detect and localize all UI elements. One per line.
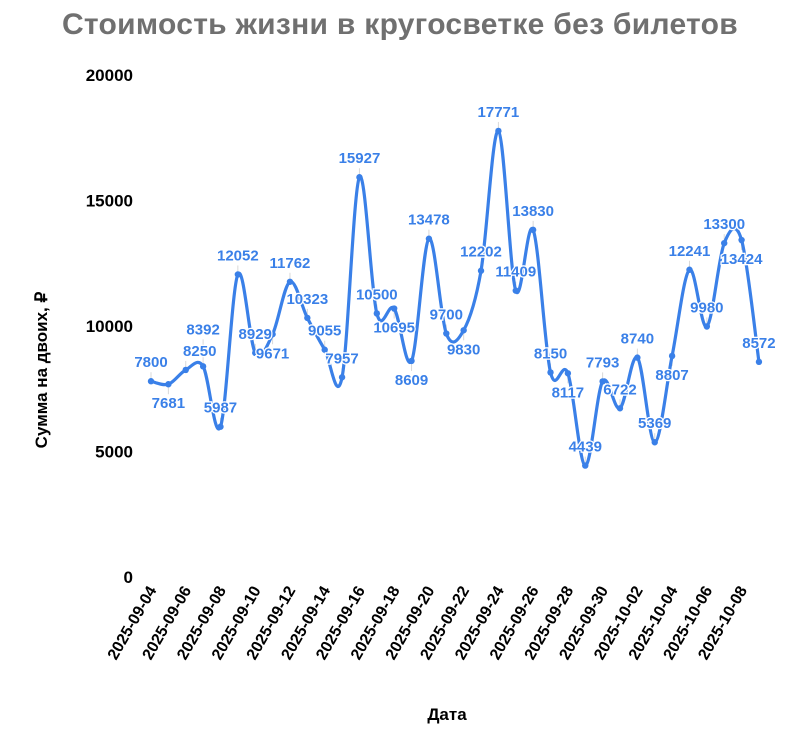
- data-point: [738, 236, 745, 244]
- data-point: [217, 423, 224, 430]
- y-tick-label: 0: [124, 568, 133, 587]
- data-label: 5369: [638, 415, 671, 432]
- data-point: [338, 374, 346, 381]
- data-label: 12202: [460, 244, 502, 261]
- data-label: 9830: [447, 341, 480, 358]
- data-label: 7800: [134, 354, 167, 371]
- data-label: 8572: [742, 335, 775, 352]
- data-label: 8117: [552, 384, 585, 401]
- data-label: 13424: [721, 251, 763, 268]
- data-point: [755, 358, 763, 366]
- data-label: 6722: [603, 381, 636, 398]
- y-tick-label: 15000: [86, 192, 133, 211]
- data-point: [199, 363, 207, 370]
- data-label: 8740: [621, 331, 654, 348]
- data-label: 13478: [408, 212, 450, 229]
- data-label: 12241: [669, 243, 711, 260]
- y-tick-label: 5000: [95, 443, 133, 462]
- y-tick-label: 20000: [86, 66, 133, 85]
- data-label: 8150: [534, 345, 567, 362]
- chart-title: Стоимость жизни в кругосветке без билето…: [61, 8, 739, 41]
- data-point: [668, 352, 676, 360]
- data-point: [477, 267, 485, 274]
- data-point: [686, 266, 693, 273]
- data-label: 17771: [478, 104, 520, 121]
- data-label: 8250: [183, 343, 216, 360]
- data-label: 8609: [395, 372, 428, 389]
- y-axis: 0 5000 10000 15000 20000: [86, 66, 133, 587]
- x-axis: 2025-09-042025-09-062025-09-082025-09-10…: [105, 583, 751, 662]
- data-point: [651, 439, 658, 446]
- data-point: [147, 378, 155, 385]
- data-point: [703, 323, 711, 330]
- data-point: [234, 271, 242, 278]
- data-label: 11762: [270, 255, 311, 272]
- data-point: [582, 462, 589, 469]
- data-label: 4439: [569, 439, 602, 456]
- data-point: [373, 310, 381, 317]
- data-label: 8807: [655, 367, 688, 384]
- data-point: [564, 370, 572, 377]
- x-axis-title: Дата: [427, 705, 467, 724]
- data-label: 10695: [373, 320, 415, 337]
- data-point: [182, 366, 189, 374]
- data-label: 15927: [339, 150, 381, 167]
- data-point: [495, 127, 502, 135]
- y-axis-title: Сумма на двоих, ₽: [32, 292, 51, 449]
- data-point: [599, 378, 606, 385]
- data-point: [390, 305, 398, 312]
- data-point: [408, 357, 415, 365]
- data-point: [321, 346, 328, 353]
- data-point: [460, 327, 467, 334]
- data-label: 13300: [703, 216, 745, 233]
- data-label: 7793: [586, 354, 619, 371]
- data-point: [721, 239, 728, 247]
- data-label: 8929: [239, 326, 272, 343]
- data-point: [547, 369, 554, 376]
- data-label: 5987: [204, 400, 237, 417]
- data-label: 7681: [152, 395, 185, 412]
- data-point: [269, 331, 276, 338]
- data-label: 10500: [356, 286, 398, 303]
- data-label: 9980: [690, 300, 723, 317]
- data-label: 10323: [286, 291, 328, 308]
- data-point: [252, 349, 259, 357]
- data-label: 11409: [495, 264, 536, 281]
- data-label: 8392: [186, 321, 219, 338]
- y-tick-label: 10000: [86, 317, 133, 336]
- data-point: [356, 174, 363, 181]
- data-point: [512, 287, 519, 294]
- data-point: [286, 278, 294, 285]
- data-point: [304, 314, 311, 322]
- data-point: [634, 354, 641, 361]
- data-label: 13830: [512, 203, 554, 220]
- data-label: 12052: [217, 247, 259, 264]
- points: [147, 127, 763, 469]
- label-leaders: [150, 121, 760, 466]
- data-point: [529, 226, 537, 234]
- data-labels: 7800 7681 8250 8392 5987 12052 8929 9671 11762 10…: [133, 103, 777, 457]
- data-point: [165, 381, 172, 388]
- data-label: 7957: [325, 350, 358, 367]
- data-point: [443, 330, 450, 337]
- data-label: 9055: [308, 323, 341, 340]
- data-label: 9700: [430, 307, 463, 324]
- data-label: 9671: [256, 345, 289, 362]
- data-point: [425, 235, 433, 242]
- data-point: [616, 405, 624, 412]
